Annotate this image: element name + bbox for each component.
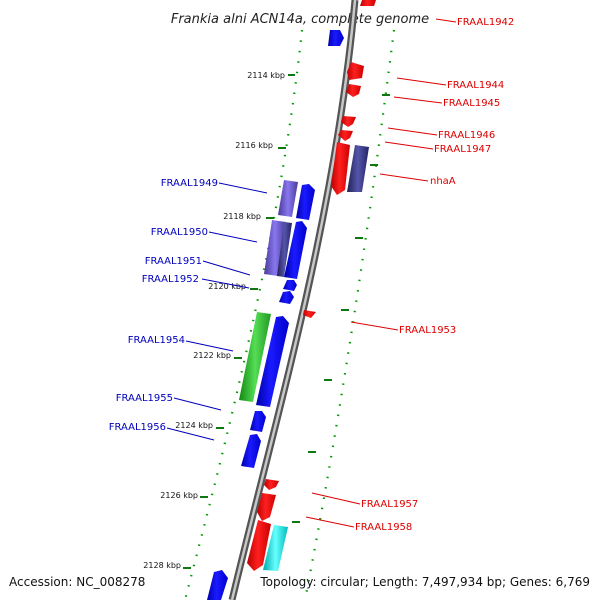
gene-FRAAL1946[interactable] (341, 116, 356, 127)
kbp-label-2128: 2128 kbp (143, 561, 181, 570)
label-FRAAL1945[interactable]: FRAAL1945 (443, 98, 500, 109)
kbp-label-2120: 2120 kbp (208, 282, 246, 291)
kbp-label-2114: 2114 kbp (247, 71, 285, 80)
label-FRAAL1951[interactable]: FRAAL1951 (145, 256, 202, 267)
genome-summary-text: Topology: circular; Length: 7,497,934 bp… (260, 575, 590, 589)
label-FRAAL1942[interactable]: FRAAL1942 (457, 17, 514, 28)
label-FRAAL1944[interactable]: FRAAL1944 (447, 80, 504, 91)
kbp-label-2122: 2122 kbp (193, 351, 231, 360)
kbp-label-2116: 2116 kbp (235, 141, 273, 150)
gene-FRAAL1952[interactable] (279, 291, 294, 304)
outer-ticks (292, 94, 390, 523)
map-title: Frankia alni ACN14a, complete genome (171, 12, 429, 27)
label-FRAAL1954[interactable]: FRAAL1954 (128, 335, 185, 346)
label-FRAAL1946[interactable]: FRAAL1946 (438, 130, 495, 141)
label-FRAAL1950[interactable]: FRAAL1950 (151, 227, 208, 238)
gene-FRAAL1941[interactable] (328, 30, 344, 46)
gene-FRAAL1956[interactable] (241, 434, 261, 468)
label-FRAAL1957[interactable]: FRAAL1957 (361, 499, 418, 510)
gene-FRAAL1944[interactable] (347, 62, 364, 80)
gene-FRAAL1947-body[interactable] (331, 142, 350, 195)
genome-backbone (228, 0, 359, 600)
accession-text: Accession: NC_008278 (9, 575, 146, 589)
gene-FRAAL1947[interactable] (338, 130, 353, 141)
gene-FRAAL1958-cyan[interactable] (263, 525, 288, 571)
gene-FRAAL1953[interactable] (303, 310, 316, 318)
forward-leader-lines (166, 182, 268, 441)
gene-nhaA[interactable] (347, 145, 369, 192)
gene-FRAAL1949-purple[interactable] (278, 180, 298, 217)
gene-FRAAL1954[interactable] (256, 316, 289, 407)
label-FRAAL1952[interactable]: FRAAL1952 (142, 274, 199, 285)
kbp-label-2118: 2118 kbp (223, 212, 261, 221)
outer-guide-ring (303, 29, 396, 600)
gene-FRAAL1955[interactable] (250, 411, 266, 432)
gene-FRAAL1960[interactable] (207, 570, 228, 600)
label-FRAAL1953[interactable]: FRAAL1953 (399, 325, 456, 336)
gene-FRAAL1950-dark[interactable] (277, 222, 292, 277)
inner-guide-ring (183, 29, 304, 600)
gene-FRAAL1945[interactable] (346, 84, 361, 97)
kbp-label-2126: 2126 kbp (160, 491, 198, 500)
label-FRAAL1947[interactable]: FRAAL1947 (434, 144, 491, 155)
label-FRAAL1956[interactable]: FRAAL1956 (109, 422, 166, 433)
kbp-label-2124: 2124 kbp (175, 421, 213, 430)
genome-backbone-highlight (230, 0, 357, 600)
label-FRAAL1958[interactable]: FRAAL1958 (355, 522, 412, 533)
label-nhaA[interactable]: nhaA (430, 176, 456, 187)
gene-FRAAL1957-small[interactable] (264, 479, 279, 490)
gene-FRAAL1949[interactable] (296, 184, 315, 220)
label-FRAAL1955[interactable]: FRAAL1955 (116, 393, 173, 404)
gene-FRAAL1942[interactable] (360, 0, 376, 6)
label-FRAAL1949[interactable]: FRAAL1949 (161, 178, 218, 189)
gene-FRAAL1954-green[interactable] (239, 312, 271, 402)
gene-FRAAL1950[interactable] (284, 221, 307, 279)
reverse-leader-lines (305, 18, 457, 528)
gene-FRAAL1958[interactable] (247, 520, 271, 571)
gene-FRAAL1950-purple[interactable] (264, 220, 286, 276)
gene-FRAAL1957[interactable] (257, 493, 276, 521)
gene-FRAAL1951[interactable] (283, 280, 297, 291)
ruler (183, 74, 295, 569)
